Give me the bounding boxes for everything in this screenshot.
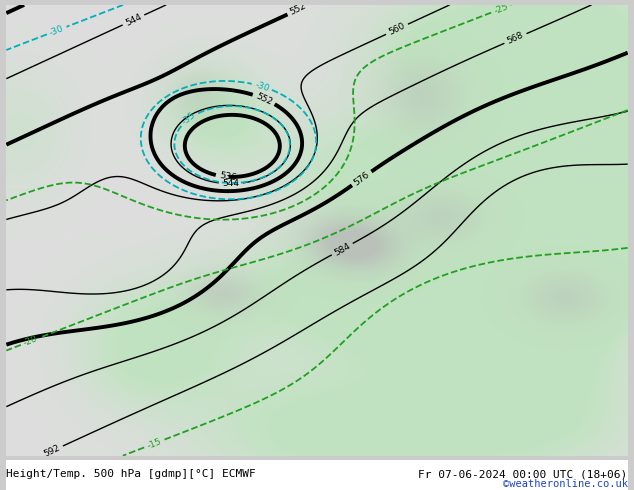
Text: -20: -20	[22, 334, 39, 348]
Text: Fr 07-06-2024 00:00 UTC (18+06): Fr 07-06-2024 00:00 UTC (18+06)	[418, 469, 628, 479]
Text: -25: -25	[493, 2, 509, 16]
Text: -30: -30	[254, 80, 270, 93]
Text: 560: 560	[387, 22, 407, 37]
Text: 568: 568	[506, 31, 525, 46]
Text: -15: -15	[145, 437, 162, 451]
Text: ©weatheronline.co.uk: ©weatheronline.co.uk	[503, 479, 628, 489]
Text: 536: 536	[219, 171, 237, 182]
Text: 544: 544	[124, 12, 143, 28]
Text: 552: 552	[254, 91, 274, 106]
Text: -30: -30	[48, 24, 65, 37]
Text: 552: 552	[288, 1, 308, 17]
Bar	[6, 460, 628, 490]
Text: 584: 584	[333, 241, 352, 257]
Text: 592: 592	[42, 443, 61, 459]
Text: Height/Temp. 500 hPa [gdmp][°C] ECMWF: Height/Temp. 500 hPa [gdmp][°C] ECMWF	[6, 469, 256, 479]
Text: -35: -35	[181, 111, 198, 127]
Text: 544: 544	[223, 179, 239, 188]
Text: 576: 576	[352, 170, 372, 187]
